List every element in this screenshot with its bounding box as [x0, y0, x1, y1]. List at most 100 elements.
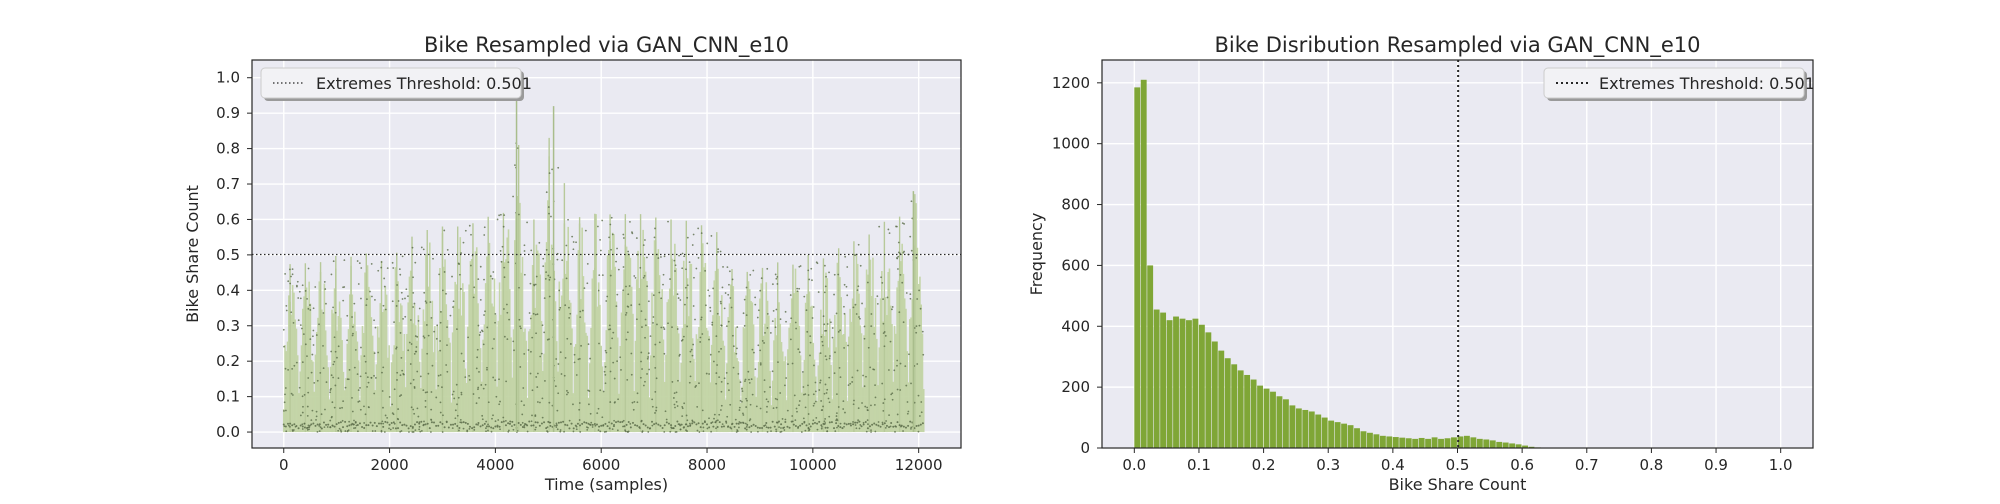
- timeseries-point: [676, 293, 679, 296]
- timeseries-point: [383, 277, 386, 280]
- timeseries-baseline-point: [883, 422, 886, 425]
- timeseries-point: [412, 408, 415, 411]
- timeseries-baseline-point: [708, 426, 711, 429]
- timeseries-point: [462, 241, 465, 244]
- timeseries-point: [807, 413, 810, 415]
- timeseries-point: [835, 418, 838, 421]
- timeseries-point: [400, 430, 403, 432]
- timeseries-point: [544, 278, 547, 280]
- ax1-y-tick-label: 0.4: [216, 281, 240, 299]
- histogram-bar: [1192, 318, 1199, 448]
- timeseries-point: [857, 285, 860, 288]
- timeseries-point: [660, 297, 663, 300]
- timeseries-point: [859, 264, 862, 267]
- timeseries-point: [654, 412, 656, 414]
- timeseries-point: [589, 357, 592, 360]
- timeseries-point: [529, 317, 532, 320]
- timeseries-point: [548, 278, 551, 281]
- timeseries-point: [831, 327, 834, 329]
- timeseries-point: [475, 367, 478, 370]
- timeseries-point: [824, 422, 827, 424]
- timeseries-baseline-point: [875, 423, 878, 426]
- timeseries-point: [823, 264, 826, 267]
- timeseries-point: [396, 284, 399, 286]
- timeseries-point: [502, 416, 505, 419]
- timeseries-point: [386, 416, 389, 419]
- timeseries-point: [357, 430, 359, 433]
- timeseries-point: [681, 405, 684, 408]
- timeseries-point: [918, 415, 921, 417]
- timeseries-baseline-point: [866, 427, 869, 430]
- timeseries-point: [547, 206, 550, 208]
- timeseries-point: [487, 401, 490, 404]
- timeseries-point: [624, 429, 626, 432]
- timeseries-baseline-point: [653, 423, 656, 426]
- timeseries-point: [324, 408, 326, 411]
- timeseries-baseline-point: [722, 425, 725, 428]
- timeseries-baseline-point: [433, 421, 436, 424]
- timeseries-point: [612, 361, 615, 364]
- timeseries-point: [523, 244, 526, 247]
- timeseries-point: [460, 288, 462, 290]
- histogram-bar: [1399, 437, 1406, 448]
- ax2-x-tick-label: 1.0: [1769, 456, 1793, 474]
- timeseries-point: [713, 417, 715, 420]
- timeseries-point: [522, 387, 525, 389]
- timeseries-baseline-point: [716, 425, 719, 428]
- timeseries-point: [301, 284, 304, 287]
- timeseries-point: [771, 283, 774, 286]
- timeseries-point: [503, 335, 506, 338]
- histogram-bar: [1470, 437, 1477, 448]
- timeseries-point: [743, 324, 746, 327]
- timeseries-point: [838, 366, 841, 369]
- histogram-bar: [1147, 265, 1154, 448]
- timeseries-point: [620, 369, 622, 371]
- timeseries-baseline-point: [407, 427, 410, 430]
- timeseries-point: [405, 288, 408, 291]
- timeseries-point: [896, 359, 899, 362]
- timeseries-point: [630, 304, 633, 307]
- timeseries-baseline-point: [877, 424, 880, 427]
- timeseries-point: [814, 400, 817, 403]
- timeseries-point: [282, 328, 285, 331]
- histogram-bar: [1282, 399, 1289, 448]
- timeseries-point: [673, 403, 676, 406]
- timeseries-point: [698, 431, 701, 433]
- timeseries-baseline-point: [699, 426, 702, 429]
- timeseries-point: [597, 289, 600, 292]
- timeseries-point: [319, 426, 322, 429]
- timeseries-baseline-point: [606, 425, 609, 428]
- timeseries-point: [408, 341, 411, 344]
- timeseries-point: [371, 295, 373, 298]
- ax2-y-tick-label: 1200: [1052, 74, 1090, 92]
- timeseries-baseline-point: [564, 423, 567, 426]
- timeseries-point: [369, 290, 371, 293]
- timeseries-point: [737, 372, 740, 375]
- timeseries-point: [337, 429, 340, 432]
- timeseries-point: [472, 296, 475, 299]
- timeseries-point: [374, 326, 377, 329]
- timeseries-point: [696, 429, 699, 432]
- timeseries-baseline-point: [524, 422, 527, 425]
- timeseries-point: [586, 428, 589, 431]
- timeseries-baseline-point: [394, 427, 397, 430]
- timeseries-baseline-point: [917, 424, 920, 427]
- ax1-y-tick-label: 0.9: [216, 104, 240, 122]
- timeseries-point: [324, 288, 327, 290]
- timeseries-point: [824, 418, 827, 420]
- timeseries-point: [851, 381, 854, 383]
- timeseries-baseline-point: [792, 423, 795, 426]
- timeseries-point: [430, 391, 433, 393]
- timeseries-baseline-point: [530, 424, 533, 427]
- timeseries-baseline-point: [361, 426, 364, 429]
- timeseries-point: [876, 302, 879, 305]
- timeseries-baseline-point: [898, 424, 901, 427]
- timeseries-point: [291, 268, 294, 271]
- timeseries-point: [304, 343, 307, 346]
- timeseries-point: [899, 389, 902, 391]
- timeseries-point: [757, 430, 759, 433]
- timeseries-point: [862, 374, 865, 377]
- timeseries-baseline-point: [331, 424, 334, 427]
- timeseries-point: [508, 318, 511, 321]
- timeseries-point: [422, 335, 425, 338]
